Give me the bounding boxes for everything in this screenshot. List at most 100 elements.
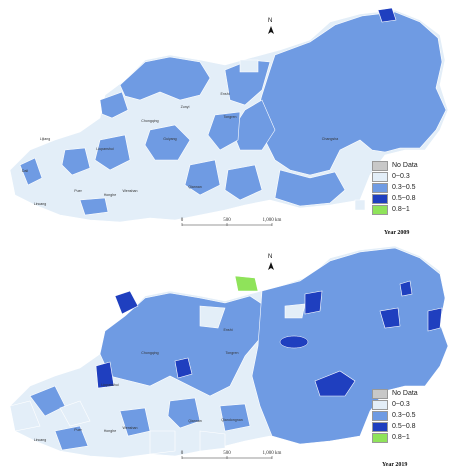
place-label: Enshi [224,328,233,332]
legend-swatch [372,204,388,215]
legend-label: 0.5~0.8 [392,195,416,202]
north-arrow-icon [268,262,274,270]
region [219,403,251,432]
region [224,164,263,201]
place-label: Qiandongnan [221,418,243,422]
legend-swatch [372,432,388,443]
legend-swatch [372,399,388,410]
place-label: Qiannan [188,185,202,189]
region [79,197,109,216]
place-label: Liupanshui [96,147,114,151]
region-dark [279,335,309,349]
place-label: Changsha [322,137,338,141]
place-label: Lincang [34,202,47,206]
region [9,400,41,432]
legend-swatch [372,421,388,432]
year-label-2019: Year 2019 [382,462,408,468]
place-label: Chongqing [141,351,158,355]
region [239,59,259,73]
region [144,124,191,161]
legend-item: 0.3~0.5 [372,182,418,193]
region [54,425,89,451]
legend-2019: No Data 0~0.3 0.3~0.5 0.5~0.8 0.8~1 [372,388,418,443]
place-label: Honghe [104,193,117,197]
region [167,397,201,429]
region-green [234,275,259,292]
place-label: Puer [74,189,82,193]
place-label: Wenshan [122,189,137,193]
legend-label: 0.8~1 [392,206,410,213]
legend-label: No Data [392,162,418,169]
legend-item: 0~0.3 [372,399,418,410]
place-label: Lincang [34,438,47,442]
legend-label: 0.3~0.5 [392,184,416,191]
place-label: Honghe [104,429,117,433]
region [94,134,131,171]
legend-item: 0.5~0.8 [372,421,418,432]
map-2009: 0 500 1,000 km Chongqing Zunyi Liupanshui Guiy… [9,7,449,226]
region [184,159,221,196]
legend-swatch [372,182,388,193]
scale-label: 0 [181,218,184,223]
region [19,157,43,186]
scale-label: 1,000 km [263,451,282,456]
scale-label: 1,000 km [263,218,282,223]
region [274,169,346,207]
region-dark [304,290,323,315]
region [149,430,176,455]
place-label: Tongren [224,115,237,119]
region [284,303,306,319]
legend-item: 0.8~1 [372,204,418,215]
scale-label: 500 [223,218,231,223]
place-label: Puer [74,428,82,432]
region-dark [379,307,401,329]
region-dark [314,370,356,397]
legend-label: 0.8~1 [392,434,410,441]
place-label: Liupanshui [101,383,119,387]
legend-swatch [372,171,388,182]
region-dark [174,357,193,379]
place-label: Tongren [226,351,239,355]
north-arrow-icon [268,26,274,34]
region [354,199,366,211]
legend-label: 0.3~0.5 [392,412,416,419]
region [59,400,91,427]
place-label: Guiyang [163,137,176,141]
place-label: Lijiang [40,137,50,141]
region [199,305,226,329]
place-label: Chongqing [141,119,158,123]
place-label: Zunyi [181,105,190,109]
legend-item: 0~0.3 [372,171,418,182]
region-dark [95,361,115,389]
region [119,56,211,101]
legend-swatch [372,160,388,171]
region-dark [427,307,443,332]
place-label: Wenshan [122,426,137,430]
legend-swatch [372,388,388,399]
legend-item: 0.5~0.8 [372,193,418,204]
north-label-2019: N [268,254,273,260]
region-dark [114,290,139,315]
year-label-2009: Year 2009 [384,230,410,236]
legend-item: No Data [372,388,418,399]
legend-2009: No Data 0~0.3 0.3~0.5 0.5~0.8 0.8~1 [372,160,418,215]
map-2019: 0 500 1,000 km Chongqing Liupanshui Lincang Pu… [9,245,449,459]
place-label: Enshi [221,92,230,96]
region [207,111,241,151]
legend-label: 0.5~0.8 [392,423,416,430]
legend-label: No Data [392,390,418,397]
legend-item: 0.3~0.5 [372,410,418,421]
scale-label: 500 [223,451,231,456]
legend-label: 0~0.3 [392,173,410,180]
region [251,247,449,445]
legend-swatch [372,193,388,204]
legend-label: 0~0.3 [392,401,410,408]
north-label-2009: N [268,18,273,24]
place-label: Dali [22,169,28,173]
legend-item: 0.8~1 [372,432,418,443]
legend-item: No Data [372,160,418,171]
place-label: Qiannan [188,419,202,423]
region-dark [399,280,413,297]
region [199,430,226,452]
